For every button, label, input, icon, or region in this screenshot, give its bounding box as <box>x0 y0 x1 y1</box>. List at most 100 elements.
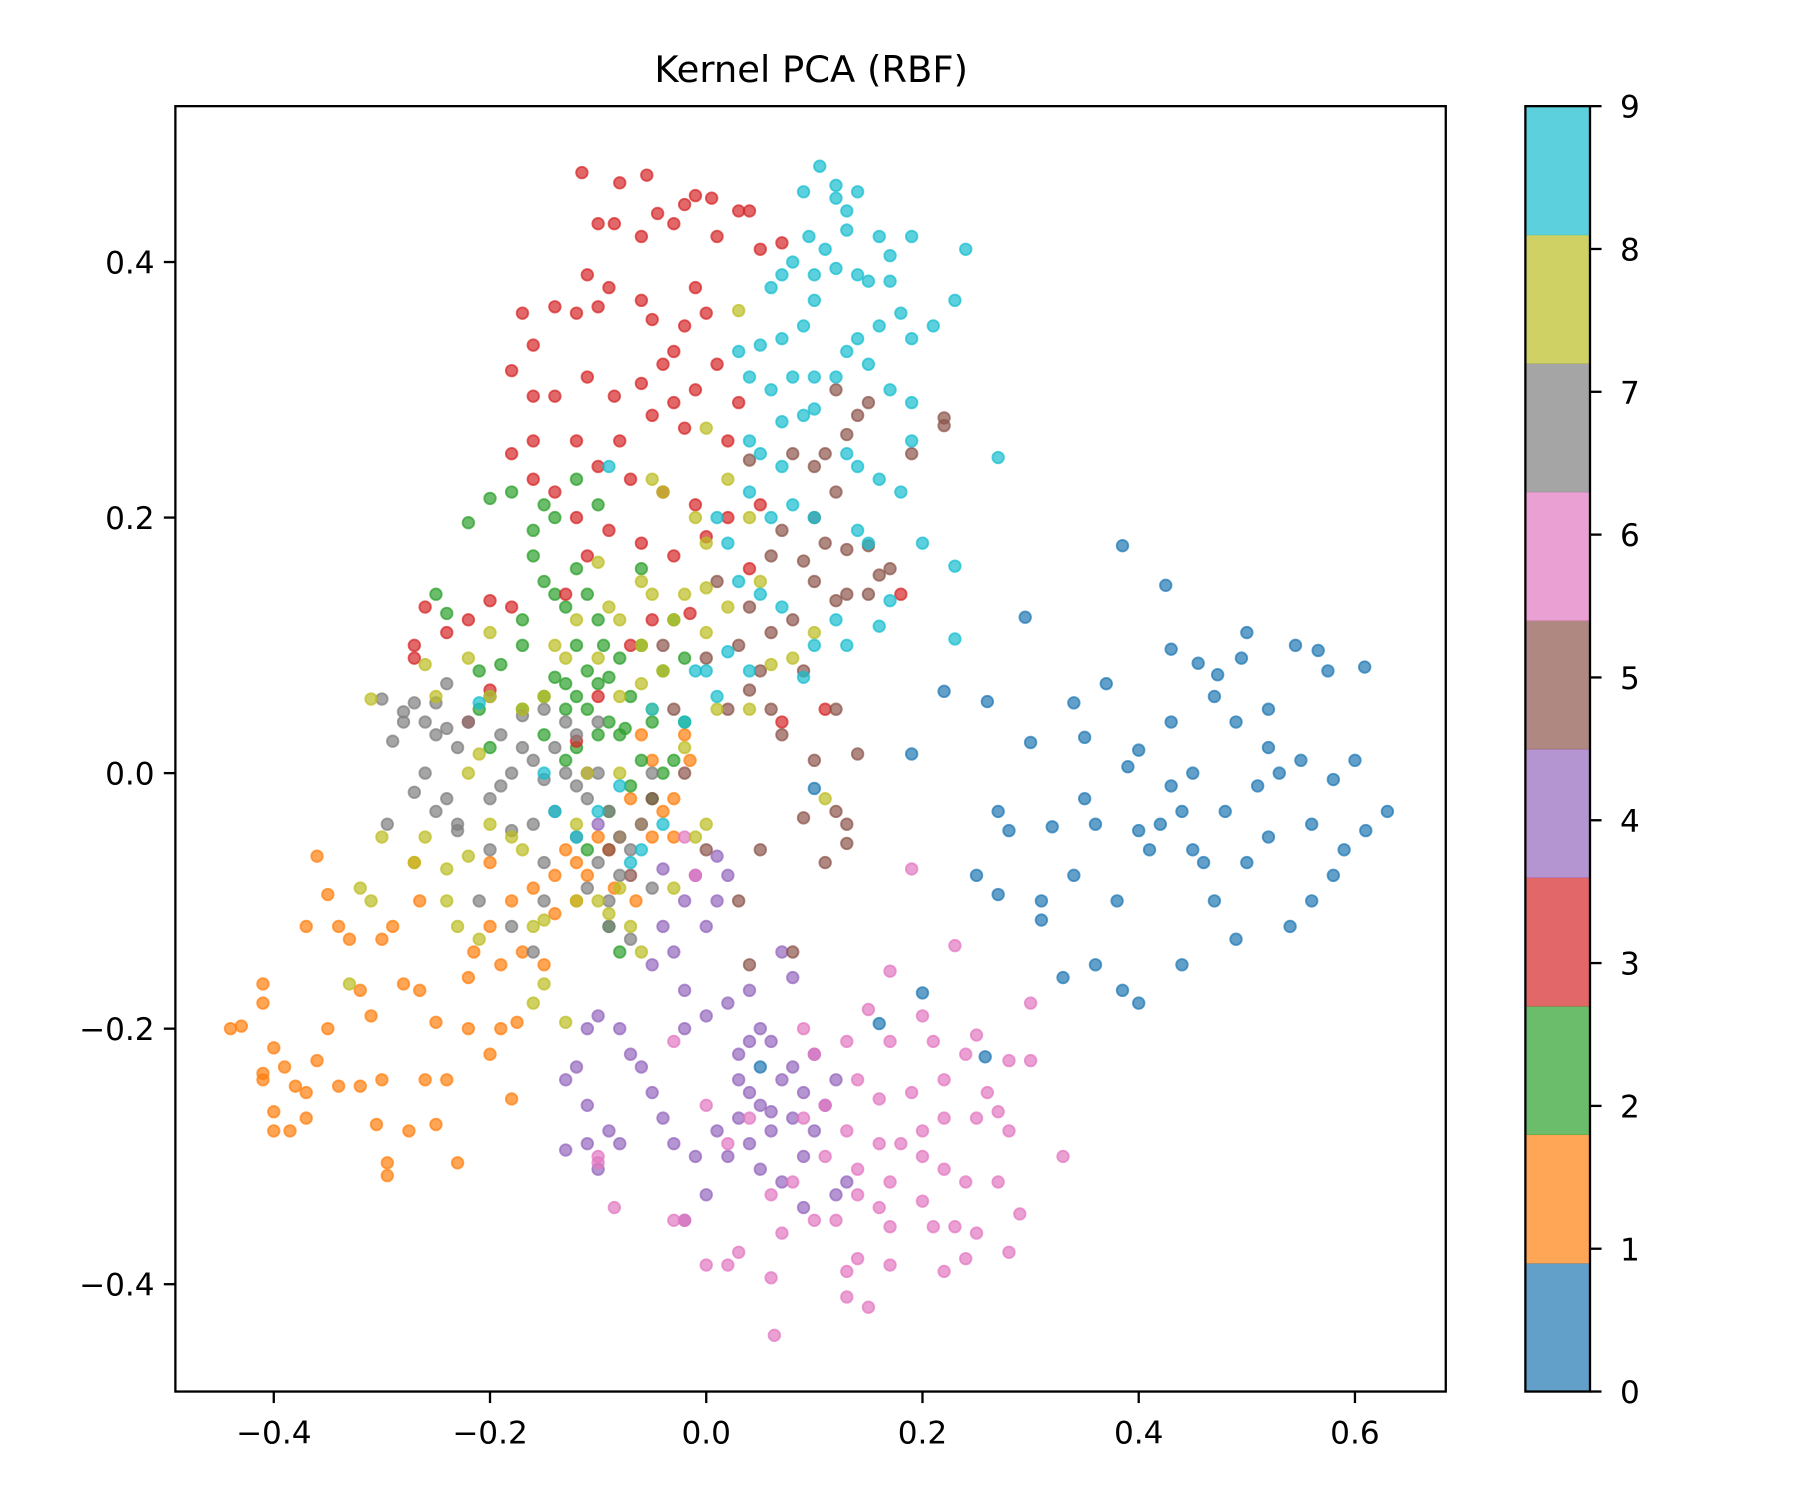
x-tick-label: −0.4 <box>236 1415 312 1451</box>
point <box>461 849 476 863</box>
point <box>850 185 865 199</box>
point <box>353 983 367 998</box>
point <box>440 862 454 876</box>
point <box>580 843 595 857</box>
point <box>223 1021 238 1036</box>
point <box>796 811 811 825</box>
point <box>872 319 886 333</box>
point <box>807 781 822 796</box>
point <box>818 1098 832 1113</box>
point <box>602 670 616 684</box>
point <box>461 766 476 780</box>
point <box>504 919 519 934</box>
point <box>699 817 713 831</box>
point <box>1359 823 1373 838</box>
point <box>602 919 616 934</box>
point <box>386 919 400 934</box>
point <box>580 1021 595 1036</box>
point <box>613 613 627 627</box>
point <box>807 753 822 768</box>
point <box>634 638 649 653</box>
point <box>1288 638 1303 653</box>
point <box>786 613 800 627</box>
point <box>591 498 605 512</box>
point <box>623 472 638 486</box>
point <box>623 855 638 870</box>
point <box>742 510 757 525</box>
point <box>234 1019 249 1033</box>
point <box>321 887 335 902</box>
point <box>613 651 627 665</box>
point <box>699 581 713 595</box>
point <box>840 1124 854 1138</box>
point <box>623 843 638 857</box>
point <box>1234 651 1249 665</box>
point <box>537 913 551 927</box>
point <box>796 1021 811 1036</box>
point <box>515 613 530 627</box>
point <box>753 338 767 352</box>
point <box>1002 823 1016 838</box>
series-6 <box>591 830 1070 1343</box>
y-axis: −0.4 −0.2 0.0 0.2 0.4 <box>79 246 176 1304</box>
point <box>894 587 908 601</box>
point <box>915 1149 930 1164</box>
point <box>537 977 551 991</box>
point <box>742 983 757 998</box>
point <box>677 651 692 665</box>
point <box>569 779 584 793</box>
point <box>656 804 670 819</box>
point <box>959 242 973 256</box>
point <box>883 1175 897 1189</box>
point <box>618 721 632 736</box>
point <box>537 498 551 512</box>
point <box>721 536 735 550</box>
point <box>840 836 854 851</box>
point <box>450 919 465 934</box>
point <box>775 715 789 729</box>
point <box>775 523 789 538</box>
point <box>667 791 681 806</box>
point <box>796 670 811 684</box>
point <box>256 977 270 991</box>
point <box>1229 932 1243 946</box>
point <box>991 450 1005 465</box>
point <box>537 574 551 589</box>
point <box>861 1002 876 1017</box>
point <box>721 1149 735 1164</box>
scatter-points <box>223 159 1395 1343</box>
point <box>742 600 757 614</box>
point <box>1261 830 1276 844</box>
point <box>677 421 692 435</box>
point <box>872 619 886 633</box>
point <box>1196 855 1211 870</box>
point <box>569 817 584 831</box>
point <box>634 676 649 691</box>
point <box>580 868 595 883</box>
point <box>786 945 800 959</box>
point <box>1250 779 1265 793</box>
point <box>1132 743 1146 757</box>
point <box>429 1117 443 1132</box>
point <box>764 549 778 563</box>
point <box>1164 779 1178 793</box>
point <box>483 1047 497 1061</box>
point <box>861 536 876 550</box>
point <box>786 498 800 512</box>
point <box>591 855 605 870</box>
point <box>883 1220 897 1234</box>
point <box>764 1105 778 1119</box>
colorbar-tick-label: 9 <box>1620 90 1640 126</box>
point <box>645 1085 659 1100</box>
point <box>677 587 692 601</box>
point <box>634 753 649 768</box>
point <box>483 817 497 831</box>
point <box>429 689 443 704</box>
point <box>440 721 454 736</box>
point <box>775 459 789 474</box>
point <box>937 1264 951 1279</box>
point <box>742 1111 757 1125</box>
point <box>461 1021 476 1036</box>
point <box>710 689 724 704</box>
point <box>796 1085 811 1100</box>
